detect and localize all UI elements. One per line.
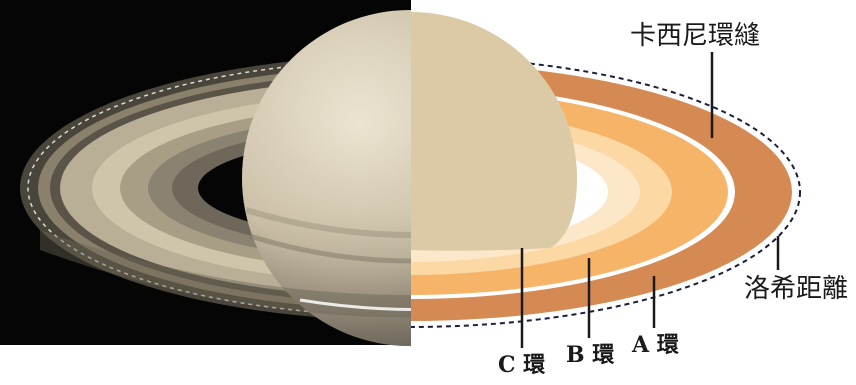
label-ring-a: A 環 bbox=[631, 332, 680, 358]
photo-half bbox=[0, 0, 411, 346]
label-roche-limit: 洛希距離 bbox=[744, 274, 848, 304]
label-ring-b: B 環 bbox=[566, 342, 615, 368]
roche-limit-line bbox=[411, 56, 801, 328]
diagram-planet bbox=[411, 12, 577, 251]
label-cassini-division: 卡西尼環縫 bbox=[630, 21, 760, 51]
diagram-half bbox=[411, 12, 801, 328]
label-ring-c: C 環 bbox=[498, 352, 546, 378]
